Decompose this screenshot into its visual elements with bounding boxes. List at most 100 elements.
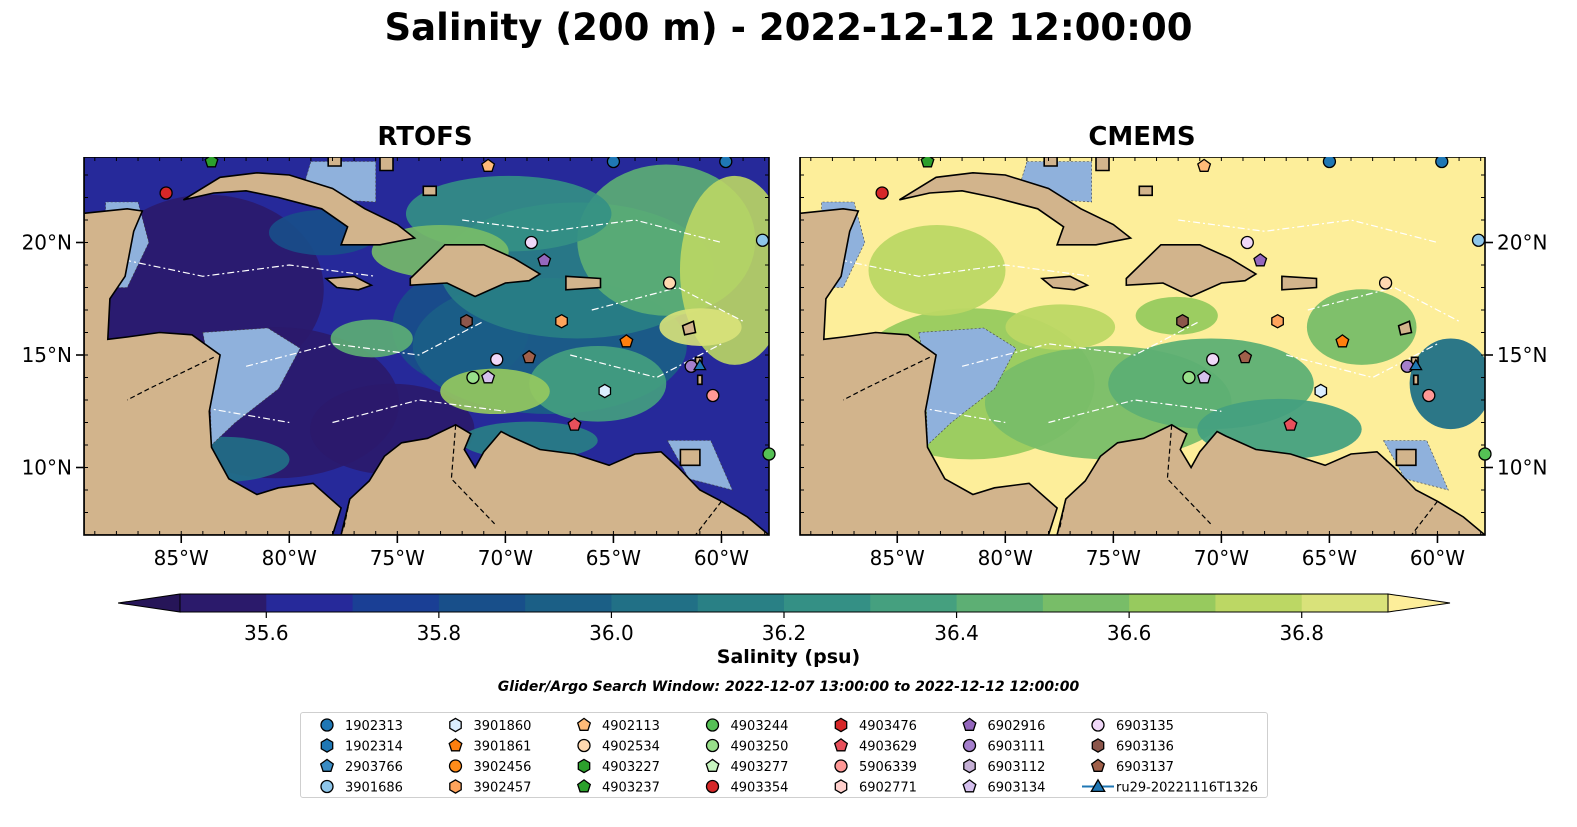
legend-marker[interactable]	[576, 717, 592, 731]
platform-marker-3901861[interactable]	[619, 334, 634, 348]
legend-marker[interactable]	[834, 717, 848, 733]
lon-tick-label: 80°W	[262, 546, 317, 570]
legend-marker[interactable]	[963, 758, 976, 774]
platform-marker-4903354[interactable]	[875, 186, 889, 200]
platform-marker-4902534[interactable]	[1378, 276, 1393, 290]
platform-marker-6903136[interactable]	[460, 313, 473, 329]
legend-marker[interactable]	[1091, 718, 1105, 732]
legend-marker[interactable]	[705, 738, 720, 753]
lon-tick-label: 85°W	[870, 546, 925, 570]
platform-marker-4903250[interactable]	[466, 370, 480, 385]
platform-marker-6903134[interactable]	[481, 370, 496, 384]
legend-marker[interactable]	[834, 759, 848, 773]
platform-marker-5906339[interactable]	[706, 388, 720, 403]
legend-marker[interactable]	[577, 738, 591, 753]
legend-label: 4903250	[731, 740, 789, 755]
legend-marker[interactable]	[319, 758, 335, 772]
legend-entry-1902313: 1902313	[320, 718, 403, 734]
platform-marker-4902534[interactable]	[662, 276, 677, 290]
legend-marker[interactable]	[705, 779, 720, 794]
platform-marker-6903136[interactable]	[1176, 313, 1189, 329]
legend-marker[interactable]	[448, 738, 463, 752]
legend-marker[interactable]	[833, 738, 849, 752]
legend-label: 4903629	[859, 740, 917, 755]
platform-marker-3901686[interactable]	[755, 233, 770, 247]
colorbar-segment	[180, 594, 267, 612]
platform-marker-1902313[interactable]	[719, 157, 733, 169]
lon-tick-label: 60°W	[694, 546, 749, 570]
platform-marker-4902113[interactable]	[481, 158, 496, 172]
legend-entry-4903629: 4903629	[833, 738, 917, 755]
legend-marker[interactable]	[1090, 778, 1106, 793]
legend-marker[interactable]	[705, 718, 720, 732]
platform-marker-3901686[interactable]	[1471, 233, 1486, 247]
legend-label: 4903354	[731, 781, 789, 796]
platform-marker-6903135[interactable]	[490, 352, 504, 367]
platform-marker-4902113[interactable]	[1197, 158, 1212, 172]
colorbar-label: Salinity (psu)	[716, 646, 861, 668]
platform-marker-4903250[interactable]	[1182, 370, 1196, 385]
platform-marker-4903629[interactable]	[567, 417, 582, 431]
legend-label: 6903135	[1116, 719, 1174, 734]
legend-marker[interactable]	[1091, 738, 1105, 753]
legend-marker[interactable]	[448, 759, 463, 773]
platform-marker-6903135[interactable]	[1206, 352, 1220, 367]
legend-marker[interactable]	[449, 779, 462, 794]
legend-marker[interactable]	[962, 717, 977, 731]
legend-marker[interactable]	[576, 779, 592, 793]
colorbar-tick-label: 36.2	[762, 621, 807, 645]
colorbar-tick-label: 36.0	[589, 621, 634, 645]
colorbar-segment	[1042, 594, 1130, 612]
platform-legend: 1902313 1902314 2903766 3901686 3901860 39018…	[300, 712, 1268, 798]
platform-marker-3901860[interactable]	[1314, 383, 1328, 399]
legend-entry-6902771: 6902771	[834, 779, 917, 796]
platform-marker-3902457[interactable]	[555, 313, 568, 329]
legend-marker[interactable]	[320, 718, 334, 732]
platform-marker-1902313[interactable]	[1435, 157, 1449, 169]
platform-marker-ru29-20221116T1326[interactable]	[692, 358, 707, 371]
platform-marker-3902457[interactable]	[1271, 313, 1284, 329]
platform-marker-6903135[interactable]	[1240, 235, 1254, 250]
platform-marker-ru29-20221116T1326[interactable]	[1408, 358, 1423, 371]
platform-marker-4903237[interactable]	[920, 157, 935, 168]
platform-marker-3901861[interactable]	[1335, 334, 1350, 348]
lon-tick-label: 75°W	[370, 546, 425, 570]
platform-marker-4903244[interactable]	[1478, 447, 1492, 461]
legend-marker[interactable]	[834, 779, 848, 794]
platform-marker-6903134[interactable]	[1197, 370, 1212, 384]
lon-tick-label: 65°W	[586, 546, 641, 570]
legend-marker[interactable]	[320, 738, 334, 753]
legend-marker[interactable]	[449, 717, 462, 733]
legend-label: 4902534	[602, 740, 660, 755]
platform-marker-1902313[interactable]	[1322, 157, 1337, 169]
colorbar-segment	[697, 594, 785, 612]
legend-marker[interactable]	[577, 758, 591, 774]
legend-label: 6903137	[1116, 760, 1174, 775]
cmems-map-panel[interactable]: 85°W 80°W 75°W 70°W 65°W 60°W 10°N 15°N 20°N	[712, 157, 1577, 577]
colorbar-segment	[611, 594, 699, 612]
platform-marker-4903237[interactable]	[204, 157, 219, 168]
rtofs-map-panel[interactable]: 85°W 80°W 75°W 70°W 65°W 60°W 10°N 15°N 20°N	[0, 157, 790, 577]
legend-label: 6903112	[988, 760, 1046, 775]
platform-marker-6903135[interactable]	[524, 235, 538, 250]
platform-marker-6903137[interactable]	[1238, 349, 1253, 364]
platform-marker-4903244[interactable]	[762, 447, 776, 461]
legend-entry-4903227: 4903227	[577, 758, 660, 775]
platform-marker-5906339[interactable]	[1422, 388, 1436, 403]
legend-entry-ru29-20221116T1326: ru29-20221116T1326	[1082, 778, 1258, 796]
platform-marker-6903137[interactable]	[522, 349, 537, 364]
legend-marker[interactable]	[1090, 758, 1106, 772]
legend-entry-6903135: 6903135	[1091, 718, 1174, 734]
legend-label: 1902313	[345, 719, 403, 734]
platform-marker-4903629[interactable]	[1283, 417, 1298, 431]
platform-marker-4903354[interactable]	[159, 186, 173, 200]
legend-marker[interactable]	[320, 779, 334, 794]
legend-marker[interactable]	[962, 779, 977, 793]
legend-marker[interactable]	[962, 738, 977, 753]
platform-marker-6902916[interactable]	[1253, 253, 1268, 267]
legend-marker[interactable]	[705, 758, 720, 772]
platform-marker-3901860[interactable]	[598, 383, 612, 399]
legend-entry-2903766: 2903766	[319, 758, 403, 775]
platform-marker-1902313[interactable]	[606, 157, 621, 169]
platform-marker-6902916[interactable]	[537, 253, 552, 267]
